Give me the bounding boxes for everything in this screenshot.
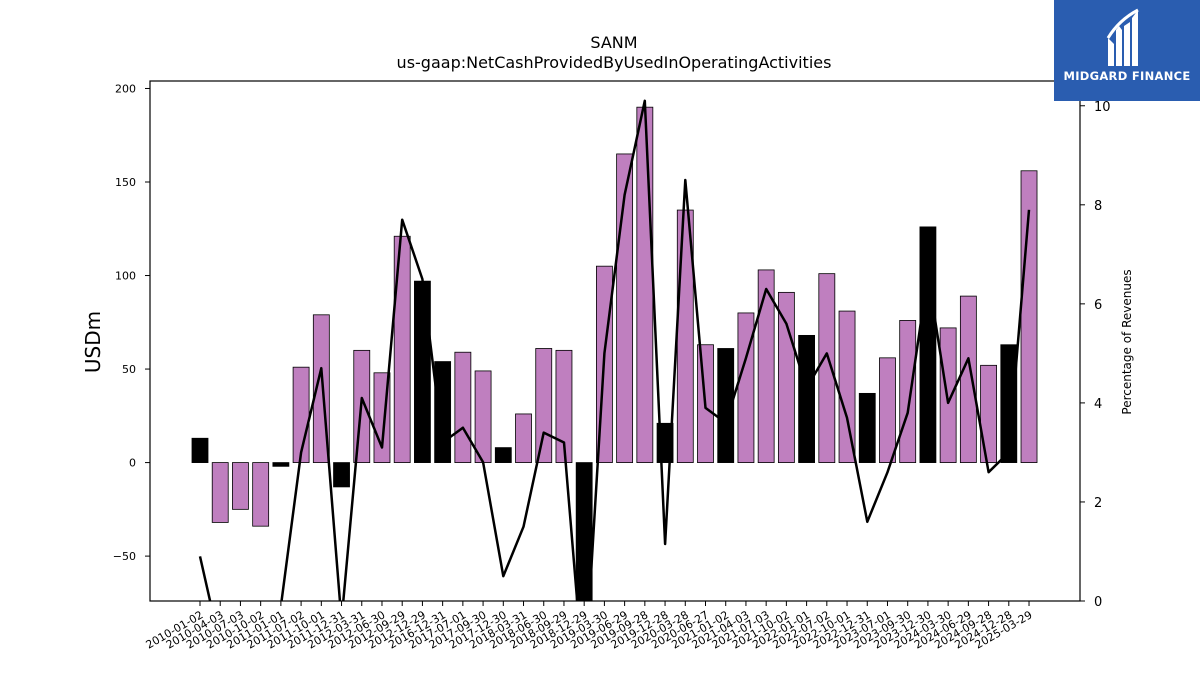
bar-2023-12-30 (919, 226, 937, 463)
y2-tick-label: 10 (1094, 100, 1111, 115)
bar-2010-07-03 (232, 462, 249, 510)
y-tick-label: 200 (115, 82, 136, 95)
bar-2018-03-31 (515, 413, 532, 463)
midgard-finance-logo: MIDGARD FINANCE (1054, 0, 1200, 101)
bar-2022-10-01 (838, 310, 856, 463)
bar-2016-12-31 (434, 361, 452, 463)
y-tick-label: 0 (129, 457, 136, 470)
y2-tick-label: 8 (1094, 199, 1102, 214)
bar-group (191, 106, 1038, 602)
y-tick-label: 50 (122, 363, 136, 376)
bar-2010-10-02 (252, 462, 270, 527)
y-tick-label: 100 (115, 270, 136, 283)
chart-title: SANM (590, 33, 637, 52)
plot-frame (149, 80, 1081, 602)
bar-2017-07-01 (454, 351, 472, 463)
bar-2012-12-29 (414, 280, 431, 463)
y-tick-label: 150 (115, 176, 136, 189)
y-tick-label: −50 (113, 550, 136, 563)
logo-mark-icon (1106, 8, 1139, 66)
bar-2012-09-29 (393, 235, 411, 463)
y2-tick-label: 4 (1094, 397, 1102, 412)
bar-2024-06-29 (959, 295, 977, 463)
bar-2022-01-01 (798, 334, 815, 463)
chart-subtitle: us-gaap:NetCashProvidedByUsedInOperating… (397, 53, 832, 72)
bar-2021-07-03 (757, 269, 775, 463)
bar-2021-10-02 (777, 291, 795, 463)
line-series-group (198, 99, 1031, 601)
y2-tick-label: 6 (1094, 298, 1102, 313)
y2-tick-label: 0 (1094, 595, 1102, 610)
bar-2021-01-02 (717, 348, 735, 463)
bar-2023-07-01 (879, 357, 896, 463)
bar-2022-12-31 (858, 392, 876, 463)
y2-axis-label: Percentage of Revenues (1120, 269, 1134, 414)
bar-2017-09-30 (474, 370, 492, 463)
bar-2018-09-29 (555, 349, 573, 463)
bar-2024-12-28 (1000, 344, 1018, 463)
bar-2024-09-28 (980, 364, 997, 463)
bar-2019-09-28 (636, 106, 654, 463)
bar-2018-06-30 (535, 348, 553, 463)
bar-2010-04-03 (211, 462, 229, 523)
bar-2023-09-30 (899, 320, 917, 463)
axes-group: −5005010015020002468102010-01-022010-04-… (113, 80, 1111, 652)
y-axis-label: USDm (81, 311, 105, 373)
y2-tick-label: 2 (1094, 496, 1102, 511)
bar-2011-12-31 (333, 462, 350, 488)
percentage-of-revenues-line (198, 99, 1031, 601)
bar-2017-12-30 (494, 447, 512, 463)
bar-2010-01-02 (191, 437, 209, 463)
logo-text: MIDGARD FINANCE (1063, 69, 1191, 83)
bar-2011-01-01 (272, 462, 290, 467)
